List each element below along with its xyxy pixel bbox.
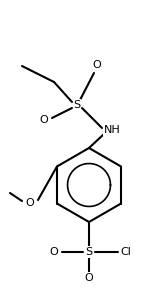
Text: S: S bbox=[73, 100, 81, 110]
Text: O: O bbox=[50, 247, 58, 257]
Text: S: S bbox=[85, 247, 93, 257]
Text: NH: NH bbox=[104, 125, 120, 135]
Text: O: O bbox=[85, 273, 93, 283]
Text: O: O bbox=[40, 115, 48, 125]
Text: Cl: Cl bbox=[121, 247, 131, 257]
Text: O: O bbox=[26, 198, 34, 208]
Text: O: O bbox=[93, 60, 101, 70]
